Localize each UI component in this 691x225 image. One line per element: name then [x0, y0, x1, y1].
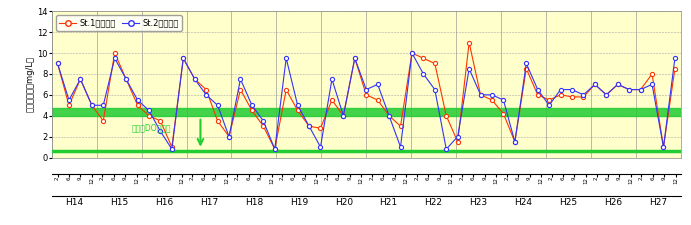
Text: 夏季のDOの低下: 夏季のDOの低下	[132, 123, 171, 132]
Legend: St.1（底層）, St.2（底層）: St.1（底層）, St.2（底層）	[56, 16, 182, 31]
Bar	[52, 108, 681, 116]
Y-axis label: 溶存酸素量（mg/L）: 溶存酸素量（mg/L）	[26, 56, 35, 112]
